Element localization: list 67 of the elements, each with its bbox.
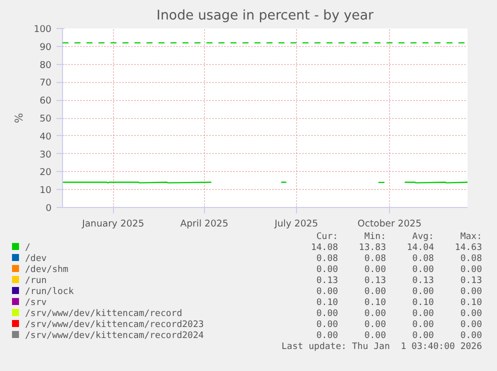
y-tick-label: 30 bbox=[40, 149, 52, 160]
y-tick-label: 60 bbox=[40, 96, 52, 107]
legend-label: /srv/www/dev/kittencam/record bbox=[24, 309, 184, 320]
text: 0.00 bbox=[459, 331, 482, 342]
legend-label: /dev/shm bbox=[24, 265, 70, 276]
y-tick-label: 100 bbox=[34, 24, 52, 35]
text: 0.00 bbox=[411, 331, 434, 342]
y-tick-label: 40 bbox=[40, 131, 52, 142]
y-tick-label: 10 bbox=[40, 185, 52, 196]
y-tick-label: 50 bbox=[40, 114, 52, 124]
text: 0.10 bbox=[315, 298, 338, 309]
x-tick-label: July 2025 bbox=[274, 218, 318, 230]
legend-label: /srv bbox=[24, 298, 48, 309]
text: 0.00 bbox=[459, 265, 482, 276]
legend-label: /dev bbox=[24, 254, 48, 265]
text: 0.00 bbox=[459, 320, 482, 331]
text: 0.08 bbox=[411, 254, 434, 265]
y-tick-label: 80 bbox=[40, 60, 52, 71]
text: 0.00 bbox=[363, 331, 386, 342]
legend-label: /run bbox=[24, 276, 48, 287]
legend-label: /run/lock bbox=[24, 287, 75, 298]
text: 0.00 bbox=[315, 309, 338, 320]
text: 0.10 bbox=[411, 298, 434, 309]
text: 0.08 bbox=[363, 254, 386, 265]
text: 0.00 bbox=[459, 309, 482, 320]
text: 0.08 bbox=[315, 254, 338, 265]
text: 0.00 bbox=[315, 331, 338, 342]
text: Min: bbox=[363, 232, 386, 243]
text: 0.00 bbox=[459, 287, 482, 298]
text: Last update: Thu Jan 1 03:40:00 2026 bbox=[280, 342, 482, 353]
text: 0.00 bbox=[363, 320, 386, 331]
text: 0.13 bbox=[315, 276, 338, 287]
x-tick-label: October 2025 bbox=[358, 218, 422, 230]
legend-label: /srv/www/dev/kittencam/record2023 bbox=[24, 320, 205, 331]
y-tick-label: 0 bbox=[46, 203, 52, 214]
y-tick-label: 90 bbox=[40, 42, 52, 53]
text: 0.00 bbox=[363, 309, 386, 320]
x-tick-label: April 2025 bbox=[180, 218, 228, 230]
text: 0.00 bbox=[411, 309, 434, 320]
text: 0.00 bbox=[411, 287, 434, 298]
text: 14.04 bbox=[406, 243, 434, 254]
y-axis-title: % bbox=[12, 112, 26, 124]
text: 0.13 bbox=[411, 276, 434, 287]
x-tick-label: January 2025 bbox=[81, 218, 144, 230]
text: 0.00 bbox=[363, 265, 386, 276]
legend-label: / bbox=[24, 243, 32, 254]
text: 14.63 bbox=[454, 243, 482, 254]
legend-label: /srv/www/dev/kittencam/record2024 bbox=[24, 331, 205, 342]
text: 0.00 bbox=[411, 320, 434, 331]
chart-title: Inode usage in percent - by year bbox=[156, 8, 374, 24]
text: Cur: bbox=[315, 232, 338, 243]
text: 0.00 bbox=[315, 320, 338, 331]
text: 0.13 bbox=[363, 276, 386, 287]
text: 0.13 bbox=[459, 276, 482, 287]
text: 0.08 bbox=[459, 254, 482, 265]
text: 0.10 bbox=[459, 298, 482, 309]
text: 0.00 bbox=[411, 265, 434, 276]
text: 13.83 bbox=[358, 243, 386, 254]
text: Max: bbox=[459, 232, 482, 243]
text: 14.08 bbox=[310, 243, 338, 254]
text: 0.00 bbox=[315, 287, 338, 298]
text: 0.00 bbox=[315, 265, 338, 276]
y-tick-label: 70 bbox=[40, 78, 52, 89]
text: 0.10 bbox=[363, 298, 386, 309]
text: 0.00 bbox=[363, 287, 386, 298]
text: Avg: bbox=[411, 232, 434, 243]
y-tick-label: 20 bbox=[40, 167, 52, 178]
